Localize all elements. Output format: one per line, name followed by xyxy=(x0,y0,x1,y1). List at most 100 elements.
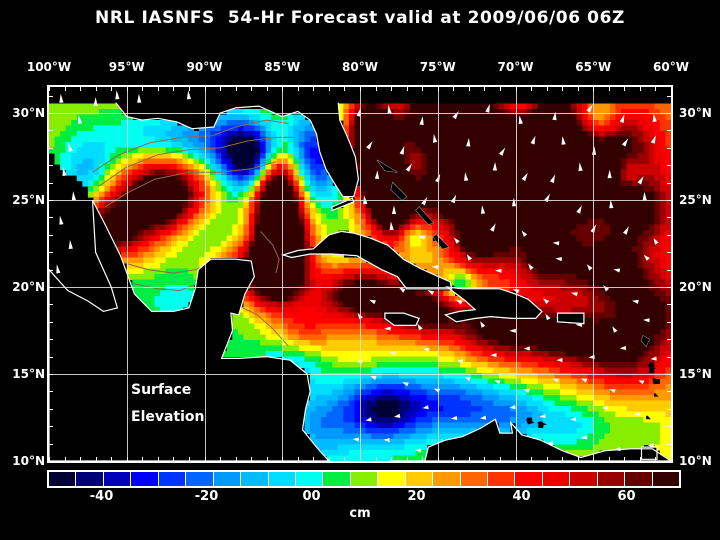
colorbar-cell-1 xyxy=(76,472,104,486)
colorbar-tick-0: -40 xyxy=(89,489,114,504)
current-vector xyxy=(619,345,627,351)
tick-bot xyxy=(577,457,579,461)
page-title: NRL IASNFS 54-Hr Forecast valid at 2009/… xyxy=(95,8,625,28)
land-islet-1 xyxy=(652,377,659,385)
map-plot-area[interactable]: Surface Elevation xyxy=(47,85,673,463)
lat-tick-label-left-2: 20°N xyxy=(12,280,45,295)
current-vector xyxy=(530,135,536,145)
tick-bot xyxy=(142,457,144,461)
tick-lft xyxy=(49,113,53,115)
lon-tick-label-0: 100°W xyxy=(26,60,72,74)
lat-tick-label-left-0: 30°N xyxy=(12,106,45,121)
gridline-parallel-3 xyxy=(49,374,671,376)
coast-south_america xyxy=(389,418,671,461)
colorbar-tick-2: 00 xyxy=(302,489,321,504)
tick-top xyxy=(313,87,315,91)
current-vector xyxy=(613,268,621,273)
map-canvas: Surface Elevation xyxy=(49,87,671,461)
current-vector xyxy=(423,347,430,352)
tick-lft xyxy=(49,200,53,202)
current-vector xyxy=(523,389,530,394)
colorbar-unit-label: cm xyxy=(349,506,371,521)
land-islet-4 xyxy=(537,421,547,427)
lon-tick-label-6: 70°W xyxy=(497,60,534,74)
tick-top xyxy=(344,87,346,91)
land-north_america xyxy=(49,87,359,197)
gridline-meridian-3 xyxy=(282,87,284,461)
current-vector xyxy=(653,238,659,245)
colorbar-cell-18 xyxy=(542,472,571,486)
colorbar-cell-11 xyxy=(350,472,379,486)
tick-top xyxy=(375,87,377,91)
current-vector xyxy=(186,90,191,100)
tick-bot xyxy=(468,457,470,461)
colorbar-cell-15 xyxy=(460,472,488,486)
colorbar-tick-labels: -40 -20 00 20 40 60 xyxy=(0,489,720,505)
current-vector xyxy=(586,104,593,113)
current-vector xyxy=(455,299,463,305)
current-vector xyxy=(643,318,650,323)
colorbar-tick-3: 20 xyxy=(407,489,426,504)
current-vector xyxy=(643,254,650,261)
current-vector xyxy=(394,413,401,418)
lon-tick-label-5: 75°W xyxy=(419,60,456,74)
tick-top xyxy=(266,87,268,91)
tick-top xyxy=(360,87,361,91)
current-vector xyxy=(528,263,534,271)
tick-bot xyxy=(313,457,315,461)
current-vector xyxy=(552,378,559,383)
elevation-cells xyxy=(49,103,671,461)
tick-rgt xyxy=(667,165,671,167)
tick-bot xyxy=(406,457,408,461)
current-vector xyxy=(391,205,397,214)
current-vector xyxy=(539,414,546,419)
current-vector xyxy=(417,323,423,331)
current-vector xyxy=(374,170,380,179)
current-vector xyxy=(387,104,392,114)
current-vector xyxy=(363,195,368,205)
land-jamaica xyxy=(384,313,420,326)
colorbar-cell-4 xyxy=(158,472,187,486)
tick-top xyxy=(546,87,548,91)
current-vector xyxy=(453,237,460,244)
colorbar-cell-22 xyxy=(652,472,680,486)
tick-top xyxy=(328,87,330,91)
land-bahamas4 xyxy=(433,234,449,249)
tick-bot xyxy=(297,457,299,461)
lat-tick-label-right-3: 15°N xyxy=(679,367,712,382)
tick-top xyxy=(235,87,237,91)
current-vector xyxy=(603,285,609,292)
current-vector xyxy=(549,174,556,184)
tick-rgt xyxy=(667,252,671,254)
colorbar-cell-21 xyxy=(625,472,653,486)
current-vector xyxy=(78,114,83,124)
tick-lft xyxy=(49,130,53,132)
current-vector xyxy=(601,405,608,410)
lat-tick-label-left-4: 10°N xyxy=(12,454,45,468)
tick-rgt xyxy=(667,269,671,271)
tick-rgt xyxy=(667,391,671,393)
colorbar-cell-7 xyxy=(241,472,269,486)
coast-trinidad xyxy=(640,446,658,460)
lat-tick-label-right-1: 25°N xyxy=(679,193,712,208)
coast-cuba xyxy=(280,230,453,290)
current-vector xyxy=(609,389,616,394)
tick-bot xyxy=(80,457,82,461)
current-vector xyxy=(356,107,361,117)
tick-bot xyxy=(375,457,377,461)
colorbar-tick-5: 60 xyxy=(617,489,636,504)
colorbar-cell-14 xyxy=(433,472,461,486)
tick-bot xyxy=(204,457,206,461)
tick-lft xyxy=(49,269,53,271)
current-vector xyxy=(492,162,497,171)
tick-bot xyxy=(531,457,533,461)
current-vector xyxy=(518,115,523,125)
lat-tick-label-right-0: 30°N xyxy=(679,106,712,121)
current-vector xyxy=(650,135,656,144)
current-vector xyxy=(369,299,376,305)
current-vector xyxy=(511,197,517,207)
colorbar[interactable] xyxy=(47,470,681,488)
tick-bot xyxy=(624,457,626,461)
tick-top xyxy=(515,87,517,91)
current-vector xyxy=(619,114,625,123)
